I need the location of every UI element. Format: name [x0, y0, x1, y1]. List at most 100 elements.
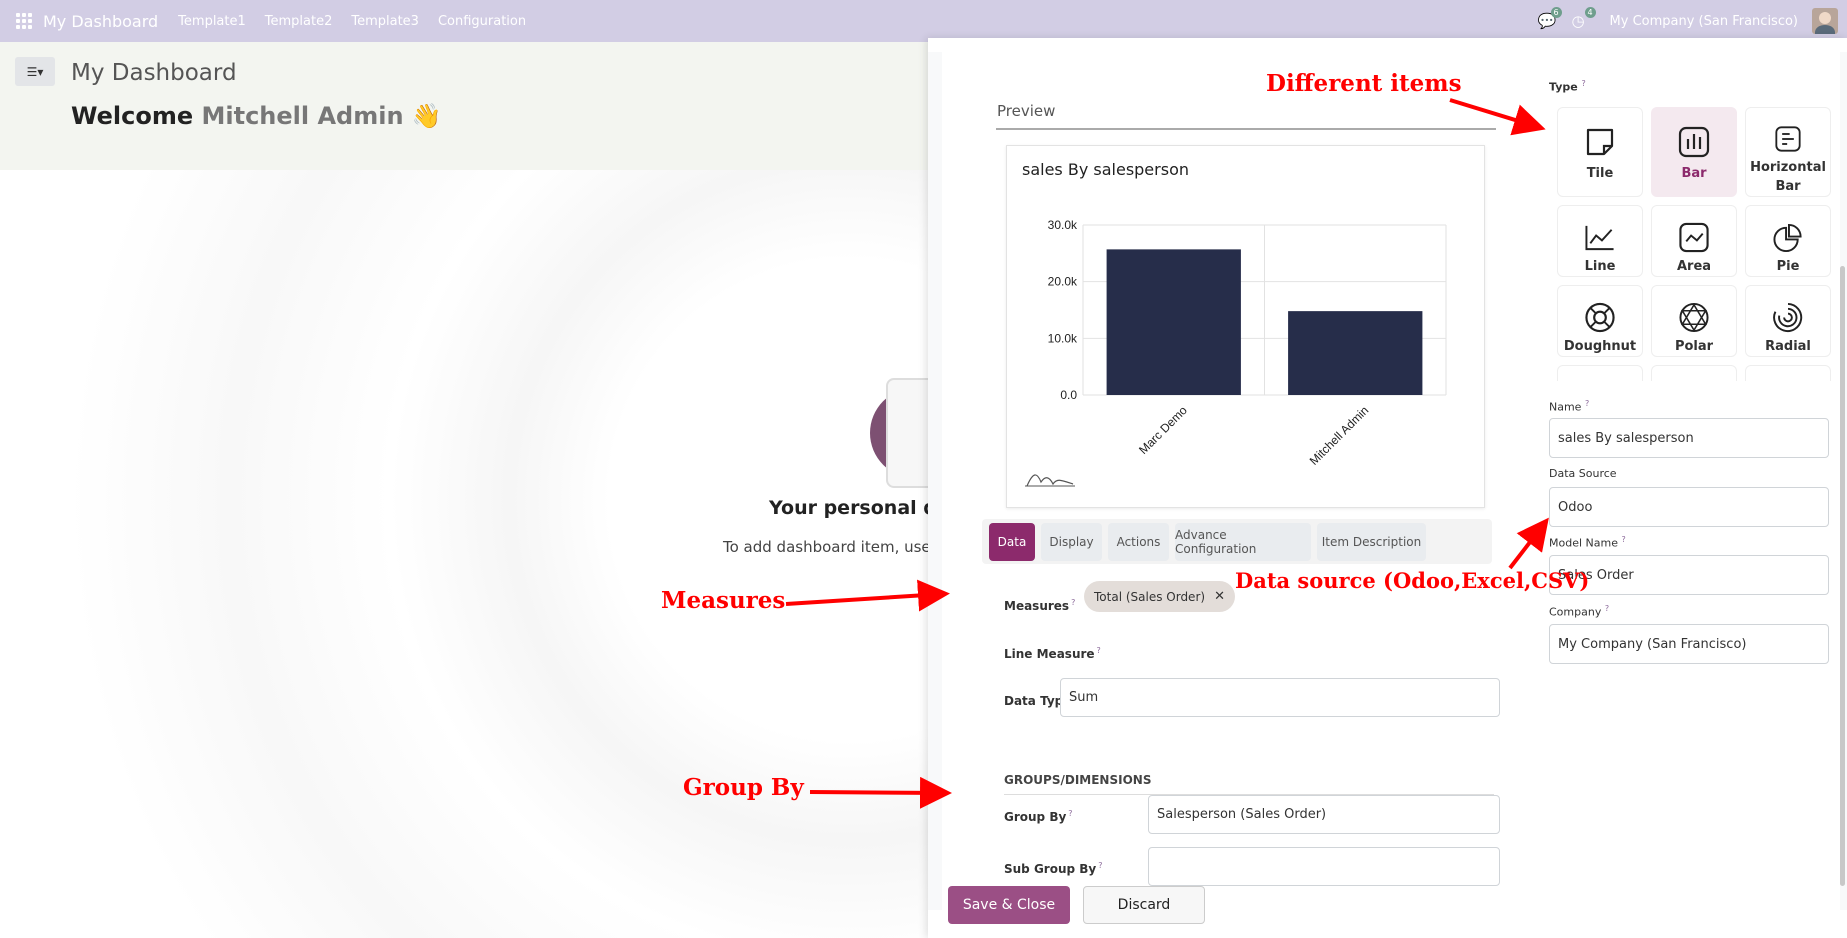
measures-tag[interactable]: Total (Sales Order) ✕ — [1084, 581, 1235, 612]
company-label: Company ? — [1549, 604, 1610, 619]
sub-group-by-label: Sub Group By? — [1004, 861, 1103, 876]
menu-template3[interactable]: Template3 — [351, 13, 419, 29]
data-source-select[interactable]: Odoo — [1549, 487, 1829, 527]
data-source-label: Data Source — [1549, 467, 1617, 480]
activities-clock-icon[interactable]: ◷ 4 — [1572, 7, 1596, 29]
app-brand[interactable]: My Dashboard — [43, 11, 159, 31]
polar-icon — [1679, 302, 1709, 333]
welcome-message: Welcome Mitchell Admin 👋 — [71, 102, 442, 130]
horizontal-bar-icon — [1775, 126, 1801, 152]
measures-tag-label: Total (Sales Order) — [1094, 589, 1206, 604]
tag-remove-icon[interactable]: ✕ — [1214, 589, 1225, 604]
filter-toggle-button[interactable]: ☰▾ — [15, 57, 55, 86]
dashboard-header: ☰▾ My Dashboard Welcome Mitchell Admin 👋 — [0, 42, 928, 170]
messages-icon[interactable]: 💬 6 — [1538, 7, 1562, 29]
menu-template2[interactable]: Template2 — [264, 13, 333, 29]
empty-sub-text: To add dashboard item, use — [723, 538, 931, 556]
nav-menu: Template1 Template2 Template3 Configurat… — [178, 14, 545, 29]
dialog-scrollbar[interactable] — [1840, 266, 1845, 886]
chart-preview-card: sales By salesperson 0.0 10.0k 20.0k 30.0k M… — [1006, 145, 1485, 508]
annotation-group-by: Group By — [683, 774, 804, 801]
annotation-different-items: Different items — [1266, 70, 1462, 97]
doughnut-icon — [1585, 302, 1615, 333]
type-tile[interactable]: Tile — [1557, 107, 1643, 197]
bar — [1106, 249, 1241, 395]
y-tick-label: 10.0k — [1048, 331, 1078, 345]
discard-button[interactable]: Discard — [1083, 886, 1205, 924]
empty-state-subtitle: To add dashboard item, use Ac — [723, 538, 956, 556]
chart-title: sales By salesperson — [1022, 160, 1189, 179]
tab-data[interactable]: Data — [989, 523, 1035, 561]
type-doughnut[interactable]: Doughnut — [1557, 285, 1643, 357]
type-horizontal-bar[interactable]: Horizontal Bar — [1745, 107, 1831, 197]
type-polar[interactable]: Polar — [1651, 285, 1737, 357]
wave-emoji-icon: 👋 — [411, 102, 442, 130]
tab-display[interactable]: Display — [1041, 523, 1102, 561]
y-tick-label: 0.0 — [1060, 388, 1077, 402]
data-type-select[interactable]: Sum — [1060, 678, 1500, 717]
model-name-label: Model Name ? — [1549, 535, 1626, 550]
type-bar[interactable]: Bar — [1651, 107, 1737, 197]
groups-section-title: GROUPS/DIMENSIONS — [1004, 773, 1152, 787]
type-line[interactable]: Line — [1557, 205, 1643, 277]
group-by-label: Group By? — [1004, 809, 1073, 824]
user-avatar[interactable] — [1812, 8, 1838, 34]
name-label: Name ? — [1549, 399, 1590, 414]
bar-icon — [1678, 126, 1710, 158]
area-icon — [1679, 222, 1709, 253]
pie-icon — [1773, 223, 1802, 252]
menu-configuration[interactable]: Configuration — [437, 13, 527, 29]
type-tile-more-3[interactable] — [1745, 365, 1831, 381]
line-icon — [1585, 225, 1614, 251]
tab-advance-configuration[interactable]: Advance Configuration — [1175, 523, 1311, 561]
x-tick-label: Mitchell Admin — [1307, 403, 1372, 468]
top-navbar: My Dashboard Template1 Template2 Templat… — [0, 0, 1847, 42]
group-by-input[interactable]: Salesperson (Sales Order) — [1148, 795, 1500, 834]
y-tick-label: 20.0k — [1048, 275, 1078, 289]
measures-label: Measures? — [1004, 598, 1076, 613]
type-tile-more-1[interactable] — [1557, 365, 1643, 381]
activities-badge: 4 — [1584, 7, 1596, 18]
welcome-user: Mitchell Admin — [201, 102, 404, 130]
radial-icon — [1773, 302, 1803, 333]
annotation-data-source: Data source (Odoo,Excel,CSV) — [1235, 568, 1590, 593]
empty-state-title: Your personal das — [769, 497, 962, 519]
dashboard-body — [0, 170, 928, 938]
type-radial[interactable]: Radial — [1745, 285, 1831, 357]
sub-group-by-input[interactable] — [1148, 847, 1500, 886]
type-label: Type ? — [1549, 79, 1586, 94]
y-tick-label: 30.0k — [1048, 218, 1078, 232]
dialog-scroll-area: Preview sales By salesperson 0.0 10.0k 20.… — [928, 52, 1847, 910]
type-area[interactable]: Area — [1651, 205, 1737, 277]
sliders-icon: ☰▾ — [26, 64, 44, 79]
groups-divider — [1004, 794, 1494, 795]
name-input[interactable]: sales By salesperson — [1549, 418, 1829, 458]
menu-template1[interactable]: Template1 — [178, 13, 246, 29]
bar-chart: 0.0 10.0k 20.0k 30.0k Marc Demo Mitchell Admi… — [1025, 218, 1447, 487]
page-title: My Dashboard — [71, 60, 237, 86]
type-pie[interactable]: Pie — [1745, 205, 1831, 277]
type-tile-more-2[interactable] — [1651, 365, 1737, 381]
tab-actions[interactable]: Actions — [1108, 523, 1169, 561]
welcome-prefix: Welcome — [71, 102, 194, 130]
company-switcher[interactable]: My Company (San Francisco) — [1609, 13, 1798, 29]
preview-tab[interactable]: Preview — [997, 102, 1056, 120]
messages-badge: 6 — [1550, 7, 1562, 18]
save-close-button[interactable]: Save & Close — [948, 886, 1070, 924]
line-measure-label: Line Measure? — [1004, 646, 1101, 661]
dashboard-item-dialog: Preview sales By salesperson 0.0 10.0k 20.… — [928, 38, 1847, 938]
tab-item-description[interactable]: Item Description — [1317, 523, 1426, 561]
nav-systray: 💬 6 ◷ 4 My Company (San Francisco) — [1538, 0, 1847, 42]
apps-grid-icon[interactable] — [16, 13, 32, 29]
annotation-measures: Measures — [661, 587, 786, 614]
chart-type-grid: Tile Bar Horizontal Bar Line Area — [1557, 107, 1842, 381]
tile-icon — [1586, 128, 1614, 156]
bar — [1288, 311, 1423, 395]
dialog-form: Preview sales By salesperson 0.0 10.0k 20.… — [942, 52, 1840, 910]
company-input[interactable]: My Company (San Francisco) — [1549, 624, 1829, 664]
form-tabs: Data Display Actions Advance Configurati… — [982, 519, 1492, 564]
model-name-input[interactable]: Sales Order — [1549, 555, 1829, 595]
preview-divider — [996, 128, 1496, 130]
data-type-label: Data Type — [1004, 694, 1072, 708]
x-tick-label: Marc Demo — [1136, 403, 1190, 457]
